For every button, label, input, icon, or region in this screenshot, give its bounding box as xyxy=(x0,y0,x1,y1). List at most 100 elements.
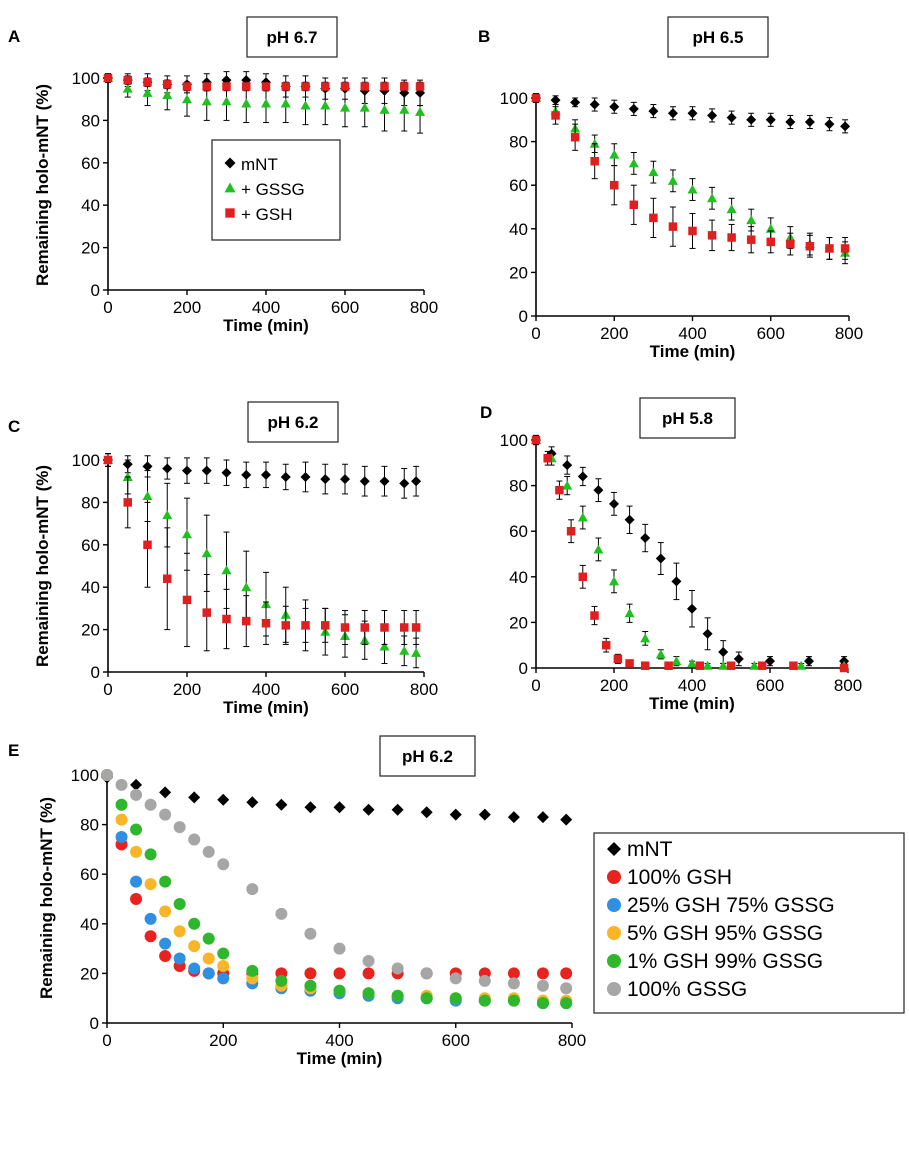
legend-label: 5% GSH 95% GSSG xyxy=(627,922,823,945)
y-tick-label: 40 xyxy=(509,568,528,587)
data-point xyxy=(507,967,520,980)
data-point xyxy=(320,474,331,485)
series-gssg xyxy=(103,453,422,669)
data-point xyxy=(304,979,317,992)
legend-label: mNT xyxy=(241,155,278,174)
data-point xyxy=(671,656,682,666)
x-tick-label: 600 xyxy=(331,298,359,317)
x-tick-label: 200 xyxy=(209,1031,237,1050)
data-point xyxy=(726,661,736,670)
data-point xyxy=(804,116,815,127)
x-tick-label: 0 xyxy=(102,1031,111,1050)
y-tick-label: 80 xyxy=(81,111,100,130)
data-point xyxy=(718,647,729,658)
data-point xyxy=(261,98,271,108)
panel-letter: C xyxy=(8,417,20,436)
data-point xyxy=(340,474,350,485)
data-point xyxy=(593,485,604,496)
data-point xyxy=(531,435,541,445)
data-point xyxy=(360,82,369,91)
data-point xyxy=(560,813,573,826)
data-point xyxy=(188,962,201,975)
data-point xyxy=(359,102,370,112)
data-point xyxy=(362,803,375,816)
x-axis-label: Time (min) xyxy=(223,316,309,335)
data-point xyxy=(217,972,230,985)
x-tick-label: 600 xyxy=(442,1031,470,1050)
data-point xyxy=(687,603,697,614)
data-point xyxy=(202,845,215,858)
data-point xyxy=(420,806,433,819)
data-point xyxy=(143,540,152,550)
data-point xyxy=(188,917,201,930)
data-point xyxy=(103,455,113,465)
title-box xyxy=(639,397,736,439)
data-point xyxy=(130,845,143,858)
data-point xyxy=(590,611,599,620)
data-point xyxy=(648,167,659,177)
data-point xyxy=(478,974,491,987)
data-point xyxy=(333,967,346,980)
legend-label: 1% GSH 99% GSSG xyxy=(627,950,823,973)
data-point xyxy=(840,121,851,132)
data-point xyxy=(159,937,172,950)
chart-title: pH 6.2 xyxy=(267,413,318,432)
data-point xyxy=(380,623,389,632)
data-point xyxy=(162,510,173,520)
data-point xyxy=(765,114,776,125)
data-point xyxy=(130,778,143,791)
x-tick-label: 0 xyxy=(531,676,540,695)
data-point xyxy=(246,964,259,977)
series-gsh xyxy=(103,453,421,652)
data-point xyxy=(188,791,201,804)
series-100-gssg xyxy=(101,769,573,995)
data-point xyxy=(555,485,564,495)
data-point xyxy=(162,463,173,474)
data-point xyxy=(333,801,346,814)
data-point xyxy=(400,623,409,632)
x-tick-label: 800 xyxy=(410,680,438,699)
legend-marker xyxy=(607,954,621,968)
legend-item: 100% GSSG xyxy=(607,978,747,1001)
data-point xyxy=(399,104,410,114)
data-point xyxy=(702,628,713,639)
series-gsh xyxy=(531,434,849,673)
legend-marker xyxy=(607,926,621,940)
data-point xyxy=(609,149,620,159)
y-tick-label: 0 xyxy=(90,1014,99,1033)
legend-marker xyxy=(607,898,621,912)
data-point xyxy=(359,476,370,487)
data-point xyxy=(640,533,651,544)
data-point xyxy=(217,959,230,972)
data-point xyxy=(649,213,658,223)
y-tick-label: 20 xyxy=(81,621,100,640)
data-point xyxy=(640,661,650,670)
data-point xyxy=(115,813,128,826)
data-point xyxy=(610,180,619,190)
data-point xyxy=(707,231,717,240)
y-tick-label: 80 xyxy=(509,133,528,152)
data-point xyxy=(241,582,252,592)
data-point xyxy=(281,82,290,91)
data-point xyxy=(241,469,252,480)
data-point xyxy=(411,623,421,632)
y-tick-label: 0 xyxy=(91,281,100,300)
data-point xyxy=(628,158,639,168)
data-point xyxy=(449,972,462,985)
data-point xyxy=(103,73,113,83)
legend-label: + GSH xyxy=(241,205,293,224)
data-point xyxy=(746,114,757,125)
data-point xyxy=(142,461,153,472)
data-point xyxy=(217,947,230,960)
data-point xyxy=(609,101,620,112)
data-point xyxy=(320,100,331,110)
data-point xyxy=(130,823,143,836)
data-point xyxy=(531,93,541,103)
chart-title: pH 6.2 xyxy=(402,747,453,766)
data-point xyxy=(671,576,682,587)
data-point xyxy=(321,82,330,91)
legend-marker xyxy=(607,982,621,996)
x-tick-label: 800 xyxy=(834,676,862,695)
